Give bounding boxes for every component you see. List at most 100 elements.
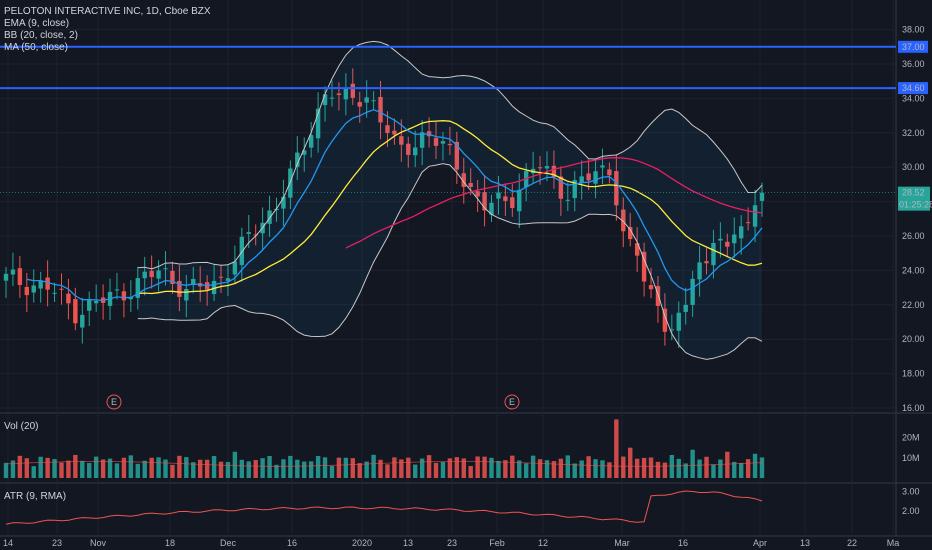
- volume-bar: [163, 459, 168, 478]
- price-tick-label: 36.00: [902, 59, 925, 69]
- volume-bar: [475, 456, 480, 478]
- earnings-marker-label: E: [111, 397, 117, 407]
- ema-legend[interactable]: EMA (9, close): [4, 18, 70, 29]
- candle-body: [80, 314, 85, 328]
- time-tick-label: 13: [403, 538, 413, 548]
- volume-bar: [107, 458, 113, 478]
- candle-body: [669, 329, 675, 331]
- volume-bar: [66, 460, 71, 478]
- time-tick-label: 23: [447, 538, 457, 548]
- volume-bar: [191, 462, 196, 478]
- candle-body: [468, 182, 473, 188]
- volume-bar: [322, 457, 328, 478]
- bb-legend[interactable]: BB (20, close, 2): [4, 30, 78, 41]
- volume-bar: [468, 466, 473, 478]
- volume-bar: [114, 463, 120, 478]
- volume-bar: [738, 462, 744, 478]
- time-tick-label: 16: [287, 538, 297, 548]
- candle-body: [45, 277, 50, 290]
- candle-body: [475, 191, 480, 197]
- candle-body: [517, 189, 522, 212]
- volume-bar: [52, 459, 57, 478]
- volume-bar: [100, 459, 106, 478]
- volume-bar: [607, 462, 612, 478]
- atr-line: [5, 490, 763, 525]
- volume-bar: [385, 464, 390, 478]
- price-tick-label: 38.00: [902, 25, 925, 35]
- candle-body: [191, 278, 196, 286]
- time-tick-label: Mar: [614, 538, 630, 548]
- price-tick-label: 32.00: [902, 128, 925, 138]
- candle-body: [551, 165, 557, 177]
- candle-body: [510, 197, 515, 209]
- time-tick-label: 12: [538, 538, 548, 548]
- volume-bar: [288, 455, 293, 478]
- volume-bar: [454, 457, 460, 478]
- candle-body: [336, 93, 342, 96]
- volume-bar: [3, 462, 9, 478]
- volume-bar: [378, 459, 383, 478]
- candle-body: [87, 299, 92, 311]
- candle-body: [232, 261, 238, 275]
- candle-body: [121, 291, 127, 301]
- earnings-marker-icon: [106, 394, 122, 410]
- volume-bar: [683, 463, 688, 478]
- atr-tick-label: 2.00: [902, 506, 920, 516]
- candle-body: [378, 96, 383, 123]
- ma50-line: [345, 157, 763, 249]
- candle-body: [350, 83, 355, 98]
- candle-body: [496, 192, 501, 199]
- volume-bar: [572, 463, 577, 478]
- earnings-marker-icon: [504, 394, 520, 410]
- candle-body: [641, 251, 647, 282]
- volume-bar: [350, 458, 355, 478]
- volume-bar: [621, 456, 626, 478]
- volume-bar: [586, 456, 591, 478]
- candle-body: [711, 242, 716, 266]
- candle-body: [752, 205, 758, 227]
- candle-body: [655, 286, 661, 307]
- volume-bar: [565, 455, 570, 478]
- price-tick-label: 22.00: [902, 300, 925, 310]
- candle-body: [621, 209, 626, 232]
- volume-bar: [628, 447, 633, 478]
- volume-bar: [232, 451, 238, 478]
- volume-bar: [426, 455, 432, 478]
- volume-bar: [93, 456, 99, 478]
- volume-bar: [641, 457, 647, 478]
- volume-bar: [579, 460, 584, 478]
- candle-body: [489, 202, 494, 215]
- candle-body: [149, 270, 154, 278]
- volume-tick-label: 10M: [902, 453, 920, 463]
- candle-body: [253, 234, 258, 236]
- candle-body: [239, 236, 245, 265]
- ma-legend[interactable]: MA (50, close): [4, 42, 68, 53]
- price-tick-label: 24.00: [902, 265, 925, 275]
- candle-body: [537, 167, 543, 169]
- time-tick-label: Nov: [90, 538, 107, 548]
- volume-bar: [433, 462, 439, 478]
- candle-body: [288, 168, 293, 198]
- bollinger-upper: [137, 40, 763, 270]
- candle-body: [614, 171, 619, 206]
- candle-body: [93, 300, 99, 304]
- candle-body: [461, 173, 466, 187]
- volume-bar: [198, 459, 203, 478]
- candle-body: [440, 141, 446, 144]
- volume-bar: [17, 455, 23, 478]
- candle-body: [371, 100, 376, 102]
- candle-body: [128, 297, 134, 300]
- volume-bar: [73, 454, 78, 478]
- candle-body: [385, 125, 390, 133]
- time-tick-label: Ma: [887, 538, 900, 548]
- candle-body: [177, 280, 182, 297]
- candle-body: [357, 102, 362, 107]
- candle-body: [419, 132, 425, 148]
- candle-body: [17, 268, 23, 285]
- volume-bar: [218, 461, 224, 478]
- volume-bar: [593, 459, 598, 478]
- price-tick-label: 26.00: [902, 231, 925, 241]
- candle-body: [738, 226, 744, 239]
